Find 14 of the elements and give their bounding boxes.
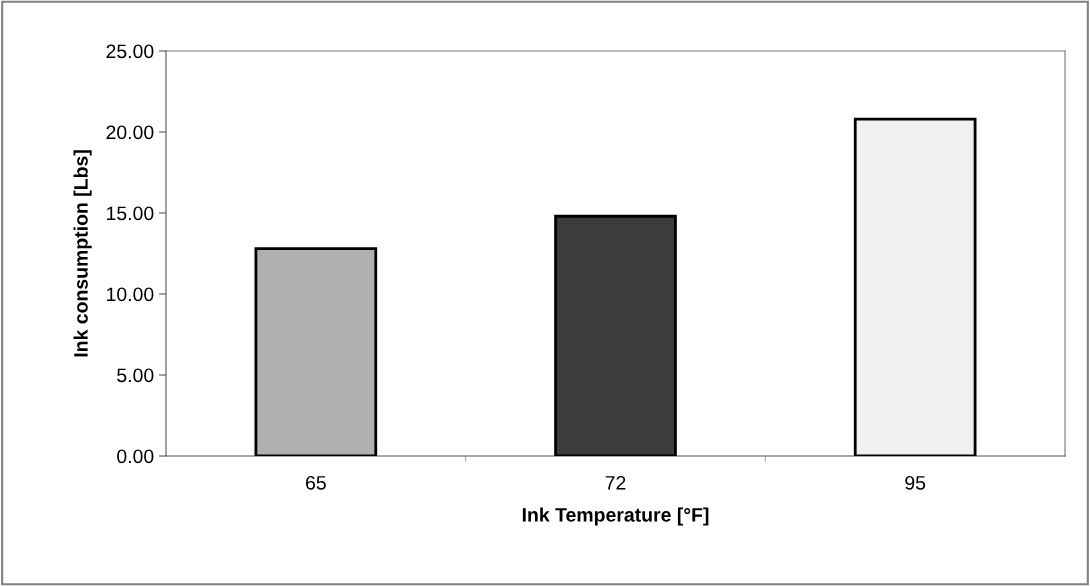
y-tick-label: 15.00 (107, 206, 154, 221)
y-tick-label: 0.00 (117, 449, 154, 464)
y-tick-label: 5.00 (117, 368, 154, 383)
x-tick-label: 65 (306, 475, 326, 490)
x-tick-label: 72 (605, 475, 626, 490)
y-tick-label: 25.00 (106, 44, 154, 59)
bar (554, 214, 677, 456)
bar (853, 117, 977, 456)
x-axis-title: Ink Temperature [°F] (522, 507, 709, 526)
x-tick-label: 95 (905, 475, 926, 490)
y-tick-label: 10.00 (107, 287, 154, 302)
y-tick-label: 20.00 (106, 125, 154, 140)
y-axis-title: Ink consumption [Lbs] (73, 150, 92, 357)
bar (254, 247, 378, 456)
